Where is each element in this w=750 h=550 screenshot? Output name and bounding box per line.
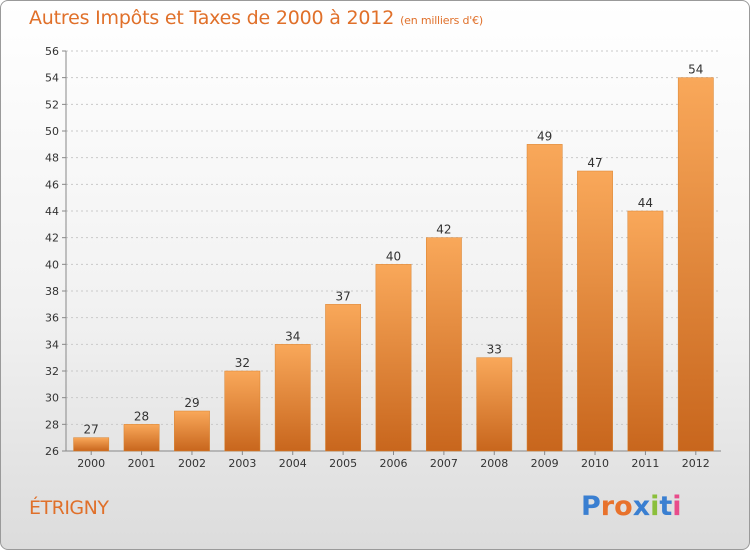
x-tick-label: 2001 bbox=[128, 457, 156, 470]
chart-title: Autres Impôts et Taxes de 2000 à 2012 (en… bbox=[29, 7, 483, 29]
chart-subtitle: (en milliers d'€) bbox=[400, 14, 483, 27]
bar bbox=[325, 304, 362, 452]
y-tick-label: 36 bbox=[45, 312, 59, 325]
logo-letter: r bbox=[600, 491, 615, 522]
bar-value-label: 40 bbox=[386, 249, 401, 263]
y-tick-label: 26 bbox=[45, 445, 59, 458]
bar-value-label: 47 bbox=[587, 156, 602, 170]
bar-value-label: 44 bbox=[638, 196, 653, 210]
bar-value-label: 28 bbox=[134, 409, 149, 423]
bar-value-label: 37 bbox=[335, 289, 350, 303]
y-tick-label: 52 bbox=[45, 98, 59, 111]
logo-letter: P bbox=[581, 491, 601, 522]
proxiti-logo: Proxiti bbox=[581, 491, 682, 522]
bar-value-label: 49 bbox=[537, 129, 552, 143]
y-tick-label: 28 bbox=[45, 418, 59, 431]
bar-value-label: 29 bbox=[184, 396, 199, 410]
bar bbox=[224, 370, 261, 452]
bar bbox=[123, 424, 160, 452]
bar bbox=[375, 264, 412, 452]
x-tick-label: 2009 bbox=[531, 457, 559, 470]
bar-value-label: 34 bbox=[285, 329, 300, 343]
logo-letter: o bbox=[614, 491, 633, 522]
y-tick-label: 48 bbox=[45, 152, 59, 165]
bar-value-label: 27 bbox=[84, 423, 99, 437]
x-tick-label: 2002 bbox=[178, 457, 206, 470]
x-tick-label: 2006 bbox=[380, 457, 408, 470]
logo-letter: t bbox=[659, 491, 673, 522]
y-tick-label: 50 bbox=[45, 125, 59, 138]
x-tick-label: 2000 bbox=[77, 457, 105, 470]
bar bbox=[627, 210, 664, 452]
bar bbox=[274, 344, 311, 452]
y-tick-label: 44 bbox=[45, 205, 59, 218]
logo-letter: i bbox=[672, 491, 682, 522]
y-tick-label: 54 bbox=[45, 72, 59, 85]
x-tick-label: 2012 bbox=[682, 457, 710, 470]
bar-value-label: 32 bbox=[235, 356, 250, 370]
y-tick-label: 32 bbox=[45, 365, 59, 378]
x-tick-label: 2003 bbox=[228, 457, 256, 470]
logo-letter: x bbox=[632, 491, 651, 522]
bar-value-label: 54 bbox=[688, 63, 703, 77]
y-tick-label: 30 bbox=[45, 392, 59, 405]
place-name: ÉTRIGNY bbox=[29, 497, 109, 519]
y-tick-label: 46 bbox=[45, 178, 59, 191]
bar bbox=[577, 170, 613, 452]
x-tick-label: 2007 bbox=[430, 457, 458, 470]
y-tick-label: 56 bbox=[45, 45, 59, 58]
x-tick-label: 2010 bbox=[581, 457, 609, 470]
bar-value-label: 33 bbox=[487, 343, 502, 357]
y-tick-label: 38 bbox=[45, 285, 59, 298]
bar bbox=[526, 144, 563, 452]
y-tick-label: 34 bbox=[45, 338, 59, 351]
bar bbox=[476, 357, 513, 452]
bar-value-label: 42 bbox=[436, 223, 451, 237]
y-tick-label: 40 bbox=[45, 258, 59, 271]
chart-title-text: Autres Impôts et Taxes de 2000 à 2012 bbox=[29, 7, 395, 29]
logo-letter: i bbox=[650, 491, 660, 522]
x-tick-label: 2008 bbox=[480, 457, 508, 470]
bar bbox=[426, 237, 462, 452]
bar bbox=[174, 410, 210, 452]
bar bbox=[677, 77, 714, 452]
y-tick-label: 42 bbox=[45, 232, 59, 245]
bar bbox=[73, 437, 110, 452]
x-tick-label: 2005 bbox=[329, 457, 357, 470]
x-tick-label: 2004 bbox=[279, 457, 307, 470]
x-tick-label: 2011 bbox=[631, 457, 659, 470]
